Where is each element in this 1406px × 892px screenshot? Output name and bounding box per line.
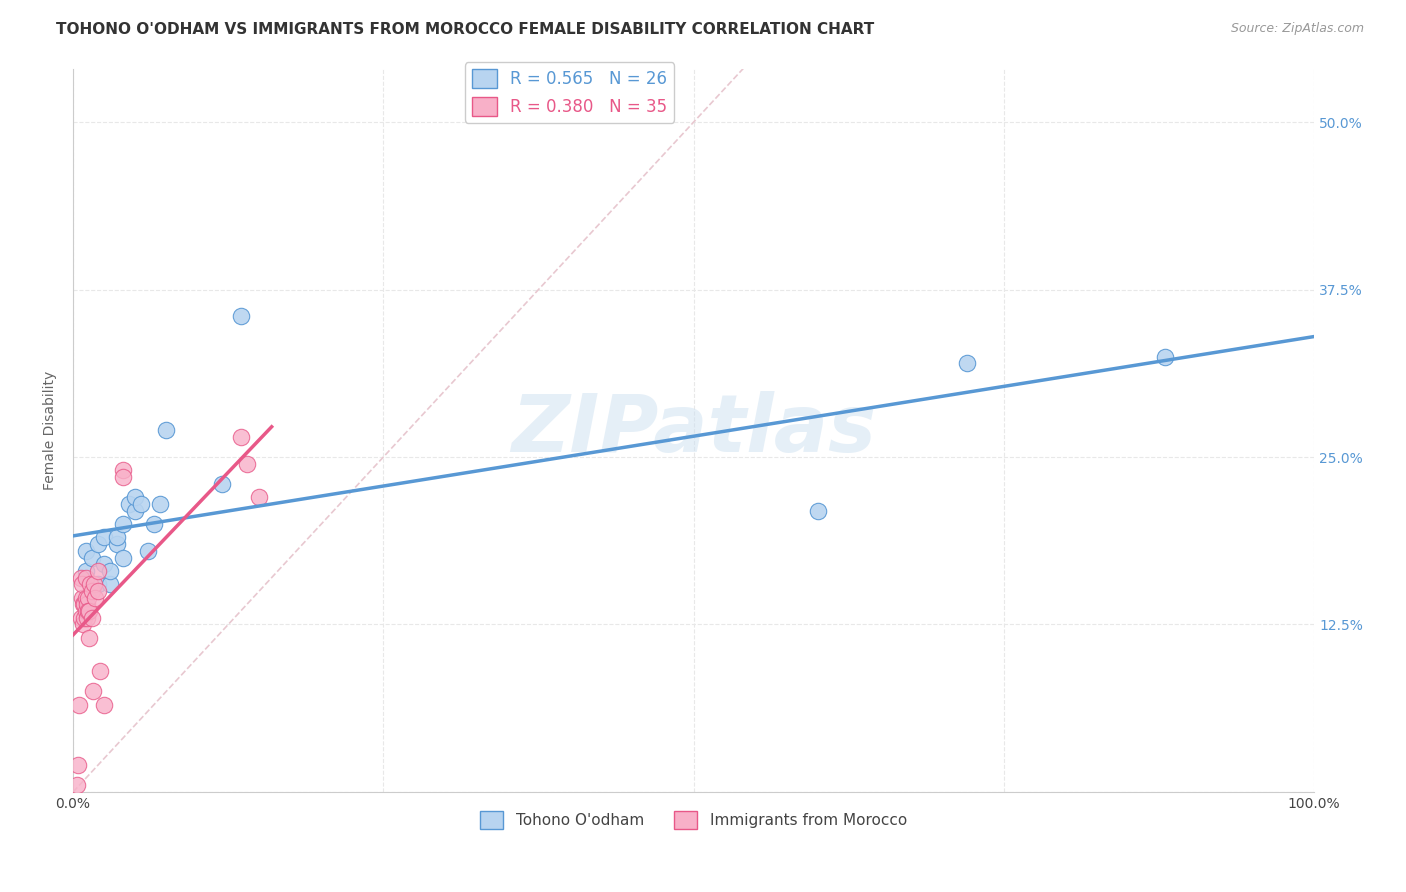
Point	[87, 577, 110, 591]
Legend: Tohono O'odham, Immigrants from Morocco: Tohono O'odham, Immigrants from Morocco	[474, 805, 912, 835]
Point	[75, 604, 97, 618]
Point	[105, 537, 128, 551]
Point	[75, 544, 97, 558]
Point	[142, 516, 165, 531]
Text: TOHONO O'ODHAM VS IMMIGRANTS FROM MOROCCO FEMALE DISABILITY CORRELATION CHART: TOHONO O'ODHAM VS IMMIGRANTS FROM MOROCC…	[56, 22, 875, 37]
Text: ZIPatlas: ZIPatlas	[512, 392, 876, 469]
Point	[67, 758, 90, 772]
Text: Source: ZipAtlas.com: Source: ZipAtlas.com	[1230, 22, 1364, 36]
Point	[111, 550, 134, 565]
Point	[98, 577, 121, 591]
Point	[75, 564, 97, 578]
Point	[80, 584, 103, 599]
Point	[98, 564, 121, 578]
Point	[229, 310, 252, 324]
Point	[111, 470, 134, 484]
Point	[82, 684, 104, 698]
Point	[76, 611, 98, 625]
Point	[80, 550, 103, 565]
Point	[87, 584, 110, 599]
Point	[75, 571, 97, 585]
Point	[76, 598, 98, 612]
Point	[83, 577, 105, 591]
Point	[66, 778, 89, 792]
Point	[105, 530, 128, 544]
Point	[77, 631, 100, 645]
Point	[111, 463, 134, 477]
Point	[79, 577, 101, 591]
Point	[75, 591, 97, 605]
Point	[87, 564, 110, 578]
Point	[229, 430, 252, 444]
Point	[124, 503, 146, 517]
Point	[69, 571, 91, 585]
Point	[77, 591, 100, 605]
Point	[131, 497, 153, 511]
Point	[136, 544, 159, 558]
Point	[236, 457, 259, 471]
Point	[70, 591, 93, 605]
Point	[80, 611, 103, 625]
Point	[87, 537, 110, 551]
Point	[956, 356, 979, 370]
Point	[211, 476, 233, 491]
Point	[93, 698, 115, 712]
Point	[73, 598, 96, 612]
Point	[72, 617, 94, 632]
Point	[77, 604, 100, 618]
Point	[111, 516, 134, 531]
Point	[93, 530, 115, 544]
Point	[1154, 350, 1177, 364]
Point	[73, 611, 96, 625]
Point	[118, 497, 141, 511]
Point	[67, 698, 90, 712]
Point	[77, 604, 100, 618]
Point	[70, 577, 93, 591]
Point	[93, 558, 115, 572]
Point	[84, 591, 107, 605]
Point	[124, 490, 146, 504]
Point	[69, 611, 91, 625]
Point	[807, 503, 830, 517]
Point	[155, 423, 177, 437]
Point	[72, 598, 94, 612]
Y-axis label: Female Disability: Female Disability	[44, 370, 58, 490]
Point	[247, 490, 270, 504]
Point	[149, 497, 172, 511]
Point	[89, 665, 111, 679]
